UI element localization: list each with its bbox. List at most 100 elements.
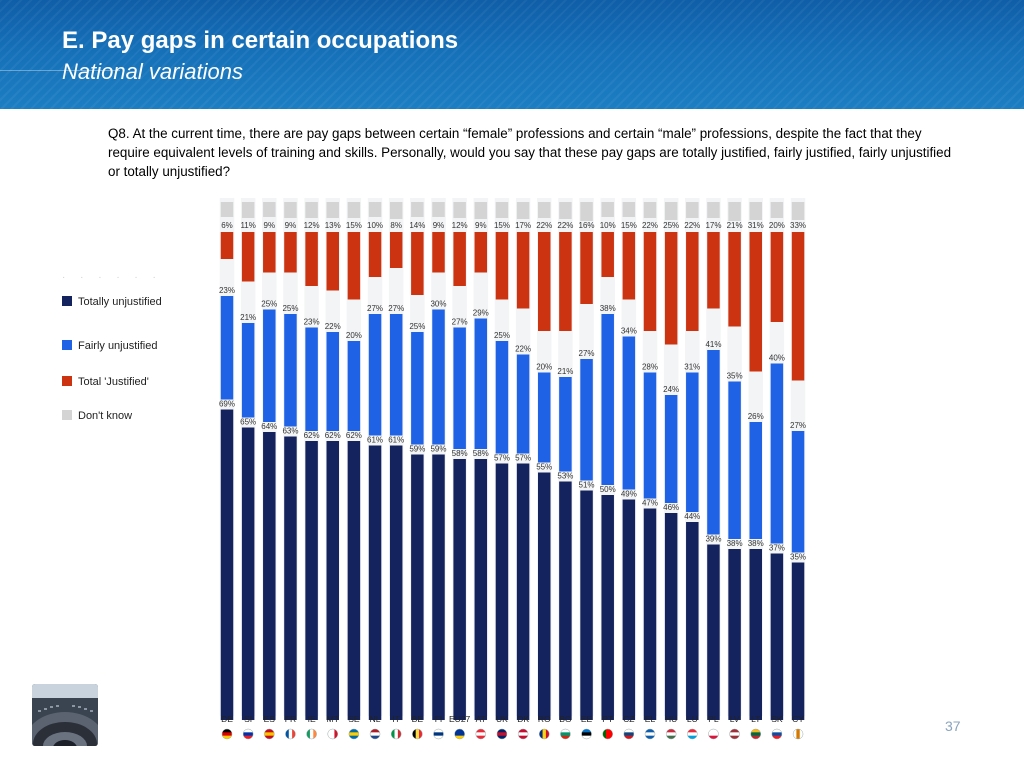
category-label: LT [751,714,760,724]
bar-total-justified [516,232,530,309]
flag-icon-nl [369,728,381,740]
data-label-totally-unjustified: 47% [642,499,658,508]
data-label-totally-unjustified: 57% [515,454,531,463]
data-label-total-justified: 22% [536,221,552,230]
category-label: SE [348,714,360,724]
bar-fairly-unjustified [432,309,445,445]
category-label: UK [496,714,508,724]
bar-fairly-unjustified [263,309,276,422]
bar-total-justified [559,232,572,331]
bar-dont-know [411,202,424,217]
flag-icon-cy [792,728,804,740]
bar-totally-unjustified [791,562,805,720]
category-label: EU27 [449,714,471,724]
bar-totally-unjustified [453,459,466,720]
bar-fairly-unjustified [728,381,741,539]
bar-fairly-unjustified [411,332,424,445]
bar-dont-know [622,202,636,217]
data-label-fairly-unjustified: 21% [240,313,256,322]
bar-fairly-unjustified [749,422,762,539]
category-label: EL [645,714,656,724]
data-label-total-justified: 12% [452,221,468,230]
data-label-dont-know: 4% [475,198,487,200]
category-label: DK [517,714,529,724]
data-label-totally-unjustified: 50% [600,485,616,494]
bar-dont-know [305,202,318,218]
data-label-dont-know: 2% [369,198,381,200]
data-label-fairly-unjustified: 27% [452,318,468,327]
data-label-total-justified: 25% [663,221,679,230]
category-label: PL [708,714,719,724]
data-label-dont-know: 3% [708,198,720,200]
data-label-dont-know: 3% [306,198,318,200]
bar-totally-unjustified [601,495,614,720]
bar-fairly-unjustified [453,327,466,449]
bar-dont-know [728,202,741,221]
data-label-fairly-unjustified: 27% [388,304,404,313]
bar-dont-know [770,202,784,218]
data-label-total-justified: 15% [346,221,362,230]
bar-dont-know [664,202,678,220]
flag-icon-eu27 [454,728,465,740]
data-label-totally-unjustified: 44% [684,512,700,521]
bar-dont-know [453,202,466,218]
flag-icon-lv [729,728,740,740]
data-label-dont-know: 3% [496,198,508,200]
data-label-fairly-unjustified: 25% [409,322,425,331]
bar-dont-know [389,202,403,219]
bar-totally-unjustified [284,436,297,720]
bar-fairly-unjustified [643,372,657,499]
data-label-dont-know: 4% [560,198,572,200]
category-label: FR [285,714,296,724]
bar-fairly-unjustified [707,350,720,535]
bar-totally-unjustified [559,481,572,720]
parliament-photo [32,684,98,746]
data-label-totally-unjustified: 58% [452,449,468,458]
bar-totally-unjustified [241,427,255,720]
data-label-dont-know: 3% [454,198,466,200]
data-label-fairly-unjustified: 26% [748,412,764,421]
data-label-totally-unjustified: 65% [240,418,256,427]
data-label-fairly-unjustified: 34% [621,327,637,336]
data-label-total-justified: 22% [557,221,573,230]
bar-total-justified [305,232,318,286]
data-label-totally-unjustified: 38% [727,539,743,548]
flag-icon-lt [750,728,761,740]
data-label-fairly-unjustified: 25% [282,304,298,313]
bar-total-justified [728,232,741,327]
data-label-dont-know: 2% [412,198,424,200]
bar-fairly-unjustified [664,395,678,503]
category-label: HU [665,714,677,724]
page-number: 37 [945,718,961,734]
bar-fairly-unjustified [580,359,593,481]
bar-totally-unjustified [664,513,678,720]
data-label-fairly-unjustified: 22% [325,322,341,331]
data-label-total-justified: 9% [433,221,445,230]
category-label: LU [687,714,698,724]
data-label-total-justified: 33% [790,221,806,230]
category-label: PT [602,714,613,724]
flag-icon-ee [581,728,592,740]
bar-total-justified [220,232,234,259]
data-label-totally-unjustified: 64% [261,422,277,431]
data-label-dont-know: 2% [264,198,276,200]
bar-fairly-unjustified [495,341,509,454]
bar-total-justified [368,232,382,277]
bar-dont-know [326,202,339,218]
bar-dont-know [707,202,720,218]
bar-fairly-unjustified [622,336,636,490]
category-label: NL [370,714,381,724]
data-label-fairly-unjustified: 20% [346,331,362,340]
legend-item-totally-unjustified: Totally unjustified [62,296,162,308]
data-label-totally-unjustified: 59% [430,445,446,454]
data-label-dont-know: 3% [242,198,254,200]
flag-icon-se [348,728,360,740]
bar-totally-unjustified [474,459,488,720]
category-label: CZ [623,714,634,724]
data-label-fairly-unjustified: 30% [430,300,446,309]
bar-dont-know [580,202,593,221]
bar-totally-unjustified [305,441,318,720]
data-label-total-justified: 10% [367,221,383,230]
bar-totally-unjustified [495,463,509,720]
flag-icon-mt [327,728,338,740]
